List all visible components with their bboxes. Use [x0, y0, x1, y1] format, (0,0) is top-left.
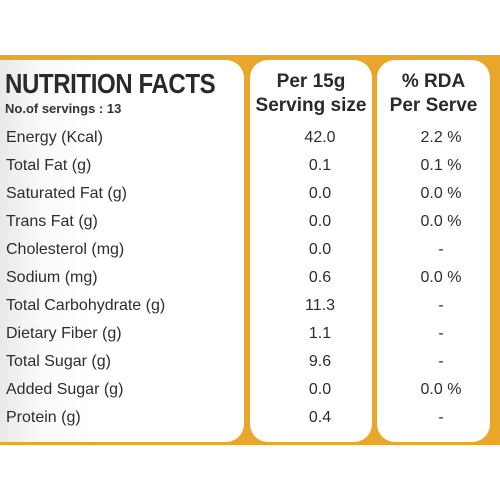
nutrient-row-cholesterol: Cholesterol (mg) 0.0 -: [0, 236, 500, 264]
serving-value: 0.0: [308, 381, 332, 398]
rda-header-line1: % RDA: [401, 71, 466, 92]
rda-value: 0.0 %: [420, 213, 462, 230]
rda-value: 0.0 %: [420, 381, 462, 398]
nutrient-row-added-sugar: Added Sugar (g) 0.0 0.0 %: [0, 376, 500, 404]
nutrient-row-energy: Energy (Kcal) 42.0 2.2 %: [0, 124, 500, 152]
serving-value: 11.3: [305, 297, 335, 314]
nutrient-row-dietary-fiber: Dietary Fiber (g) 1.1 -: [0, 320, 500, 348]
serving-value: 9.6: [308, 353, 332, 370]
nutrient-name: Total Fat (g): [6, 157, 92, 174]
nutrient-row-total-fat: Total Fat (g) 0.1 0.1 %: [0, 152, 500, 180]
rda-header-line2: Per Serve: [389, 95, 478, 116]
serving-value: 0.6: [308, 269, 332, 286]
rda-value: 2.2 %: [420, 129, 462, 146]
serving-value: 0.0: [308, 185, 332, 202]
nutrient-name: Total Carbohydrate (g): [6, 297, 166, 314]
serving-size-header: Per 15g Serving size: [250, 70, 372, 118]
serving-column-panel: [250, 60, 372, 442]
nutrient-row-sodium: Sodium (mg) 0.6 0.0 %: [0, 264, 500, 292]
nutrient-name: Added Sugar (g): [6, 381, 124, 398]
serving-header-line2: Serving size: [255, 95, 367, 116]
nutrient-name: Energy (Kcal): [6, 129, 103, 146]
nutrient-name: Trans Fat (g): [6, 213, 98, 230]
nutrient-name: Dietary Fiber (g): [6, 325, 122, 342]
nutrition-facts-title: NUTRITION FACTS: [5, 68, 216, 99]
rda-value: -: [438, 241, 444, 258]
serving-value: 1.1: [308, 325, 332, 342]
serving-value: 0.4: [308, 409, 332, 426]
nutrient-name: Cholesterol (mg): [6, 241, 125, 258]
nutrient-row-total-carbohydrate: Total Carbohydrate (g) 11.3 -: [0, 292, 500, 320]
serving-value: 0.0: [308, 241, 332, 258]
nutrient-column-panel: [0, 60, 244, 442]
nutrient-row-protein: Protein (g) 0.4 -: [0, 404, 500, 432]
rda-value: 0.0 %: [420, 269, 462, 286]
serving-value: 42.0: [304, 129, 336, 146]
serving-value: 0.1: [308, 157, 332, 174]
rda-value: -: [438, 353, 444, 370]
nutrient-row-trans-fat: Trans Fat (g) 0.0 0.0 %: [0, 208, 500, 236]
rda-value: -: [438, 325, 444, 342]
serving-value: 0.0: [308, 213, 332, 230]
rda-header: % RDA Per Serve: [377, 70, 490, 118]
rda-value: 0.1 %: [420, 157, 462, 174]
nutrient-name: Total Sugar (g): [6, 353, 111, 370]
rda-value: -: [438, 409, 444, 426]
rda-value: 0.0 %: [420, 185, 462, 202]
rda-value: -: [438, 297, 444, 314]
nutrient-name: Saturated Fat (g): [6, 185, 127, 202]
nutrient-name: Protein (g): [6, 409, 81, 426]
rda-column-panel: [377, 60, 490, 442]
serving-header-line1: Per 15g: [276, 71, 346, 92]
nutrient-name: Sodium (mg): [6, 269, 98, 286]
servings-count: No.of servings : 13: [5, 101, 122, 116]
nutrient-row-saturated-fat: Saturated Fat (g) 0.0 0.0 %: [0, 180, 500, 208]
nutrient-row-total-sugar: Total Sugar (g) 9.6 -: [0, 348, 500, 376]
